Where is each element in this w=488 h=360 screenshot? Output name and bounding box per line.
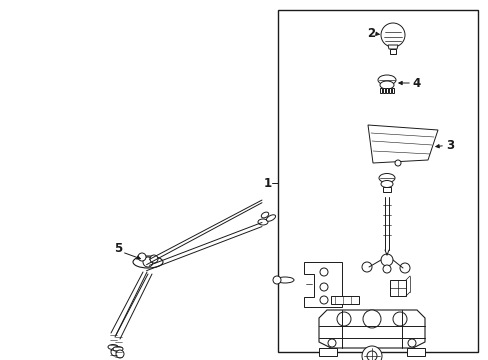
Bar bbox=[406, 348, 424, 356]
Circle shape bbox=[138, 253, 146, 261]
Circle shape bbox=[361, 262, 371, 272]
Circle shape bbox=[382, 265, 390, 273]
Text: 5: 5 bbox=[114, 242, 122, 255]
Circle shape bbox=[394, 160, 400, 166]
Ellipse shape bbox=[379, 81, 393, 89]
Polygon shape bbox=[304, 262, 341, 307]
Text: 2: 2 bbox=[366, 27, 374, 40]
Bar bbox=[379, 88, 381, 93]
Circle shape bbox=[319, 296, 327, 304]
Text: 4: 4 bbox=[412, 77, 420, 90]
Circle shape bbox=[336, 312, 350, 326]
Circle shape bbox=[380, 23, 404, 47]
Text: 1: 1 bbox=[264, 176, 271, 189]
Circle shape bbox=[150, 255, 158, 263]
Ellipse shape bbox=[378, 174, 394, 183]
Bar bbox=[389, 280, 405, 296]
Circle shape bbox=[116, 350, 124, 358]
Ellipse shape bbox=[258, 219, 267, 225]
Circle shape bbox=[272, 276, 281, 284]
Bar bbox=[330, 296, 358, 304]
Circle shape bbox=[319, 268, 327, 276]
Circle shape bbox=[111, 348, 119, 356]
Ellipse shape bbox=[275, 277, 293, 283]
Bar bbox=[388, 88, 390, 93]
Ellipse shape bbox=[113, 346, 123, 351]
Circle shape bbox=[362, 310, 380, 328]
Ellipse shape bbox=[377, 75, 395, 85]
Bar bbox=[382, 187, 390, 192]
Bar bbox=[391, 88, 393, 93]
Ellipse shape bbox=[380, 180, 392, 188]
Bar bbox=[389, 49, 395, 54]
Circle shape bbox=[361, 346, 381, 360]
Circle shape bbox=[366, 351, 376, 360]
Circle shape bbox=[142, 257, 153, 267]
Circle shape bbox=[380, 254, 392, 266]
Circle shape bbox=[399, 263, 409, 273]
Ellipse shape bbox=[133, 256, 163, 268]
Text: 3: 3 bbox=[445, 139, 453, 152]
Polygon shape bbox=[387, 45, 397, 49]
Bar bbox=[385, 88, 387, 93]
Ellipse shape bbox=[266, 215, 275, 221]
Bar bbox=[382, 88, 384, 93]
Polygon shape bbox=[367, 125, 437, 163]
Ellipse shape bbox=[261, 212, 268, 218]
Circle shape bbox=[407, 339, 415, 347]
Ellipse shape bbox=[108, 345, 118, 350]
Bar bbox=[318, 348, 336, 356]
Bar bbox=[278, 10, 477, 352]
Circle shape bbox=[392, 312, 406, 326]
Circle shape bbox=[319, 283, 327, 291]
Polygon shape bbox=[318, 310, 424, 348]
Circle shape bbox=[327, 339, 335, 347]
